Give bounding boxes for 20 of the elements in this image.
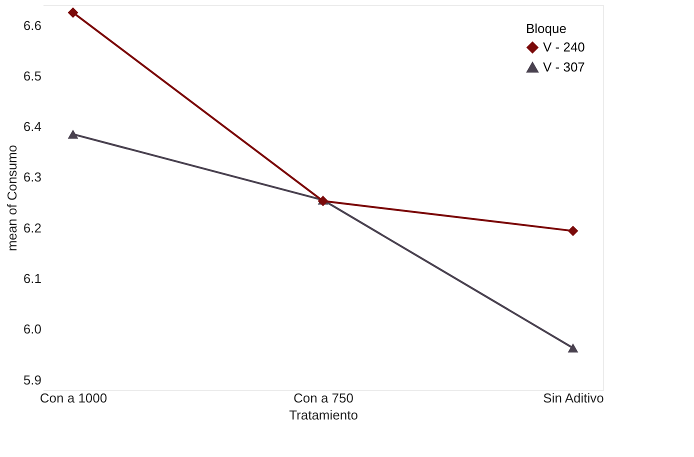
y-tick-label: 6.4 xyxy=(23,119,42,134)
y-tick-label: 6.3 xyxy=(23,170,42,185)
x-tick-label: Con a 750 xyxy=(294,390,354,406)
point xyxy=(568,226,578,236)
point xyxy=(68,7,78,18)
y-tick-label: 6.5 xyxy=(23,68,42,84)
legend-label: V - 307 xyxy=(543,60,585,74)
legend-title: Bloque xyxy=(526,21,566,36)
point xyxy=(68,130,78,139)
legend-label: V - 240 xyxy=(543,40,585,54)
y-tick-label: 6.6 xyxy=(23,18,42,33)
y-tick-label: 6.1 xyxy=(23,271,42,286)
y-tick-label: 5.9 xyxy=(23,372,42,388)
y-axis-title: mean of Consumo xyxy=(4,144,20,252)
x-tick-label: Con a 1000 xyxy=(40,390,108,406)
y-tick-label: 6.0 xyxy=(23,322,42,337)
x-axis-title: Tratamiento xyxy=(289,408,358,422)
point xyxy=(568,343,578,352)
y-tick-label: 6.2 xyxy=(23,220,42,236)
x-tick-label: Sin Aditivo xyxy=(543,390,604,406)
